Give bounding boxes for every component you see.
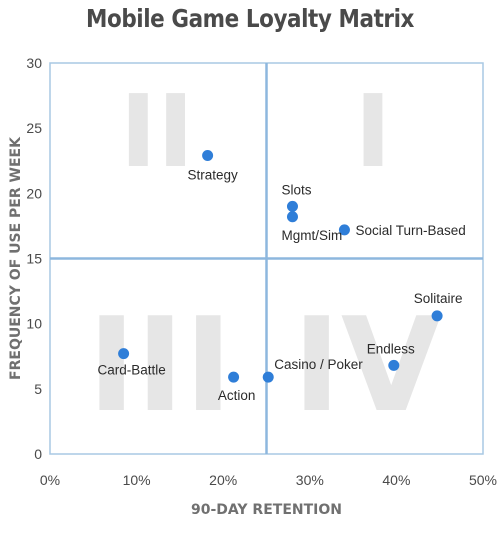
point-card-battle (118, 348, 130, 360)
y-tick-label: 5 (34, 381, 42, 397)
y-tick-label: 15 (26, 251, 42, 267)
point-label-action: Action (218, 388, 256, 403)
chart-title: Mobile Game Loyalty Matrix (86, 4, 414, 33)
point-label-casino-poker: Casino / Poker (274, 357, 363, 372)
point-mgmt-sim (286, 211, 298, 223)
point-casino-poker (262, 371, 274, 383)
x-axis-title: 90-DAY RETENTION (191, 502, 342, 518)
y-tick-label: 20 (26, 185, 42, 201)
x-axis-ticks: 0% 10% 20% 30% 40% 50% (40, 472, 497, 488)
point-action (228, 371, 240, 383)
y-tick-label: 30 (26, 55, 42, 71)
point-label-card-battle: Card-Battle (97, 363, 165, 378)
y-tick-label: 10 (26, 316, 42, 332)
x-tick-label: 40% (382, 472, 410, 488)
point-social-turn-based (338, 224, 350, 236)
point-label-endless: Endless (367, 341, 415, 356)
data-points (118, 150, 443, 383)
quadrant-label-iv: IV (293, 289, 442, 441)
x-tick-label: 20% (209, 472, 237, 488)
y-axis-title: FREQUENCY OF USE PER WEEK (8, 136, 24, 380)
x-tick-label: 30% (296, 472, 324, 488)
point-label-social-turn-based: Social Turn-Based (355, 223, 465, 238)
y-tick-label: 25 (26, 120, 42, 136)
point-endless (388, 359, 400, 371)
quadrant-label-iii: III (87, 289, 232, 441)
point-label-slots: Slots (281, 182, 311, 197)
point-label-mgmt-sim: Mgmt/Sim (281, 228, 342, 243)
y-tick-label: 0 (34, 446, 42, 462)
point-label-strategy: Strategy (187, 168, 238, 183)
y-axis-ticks: 0 5 10 15 20 25 30 (26, 55, 42, 462)
point-labels: Strategy Slots Mgmt/Sim Social Turn-Based So… (97, 168, 465, 404)
x-tick-label: 10% (123, 472, 151, 488)
x-tick-label: 50% (469, 472, 497, 488)
point-strategy (202, 150, 214, 162)
quadrant-label-ii: II (120, 73, 194, 190)
point-solitaire (431, 310, 443, 322)
point-label-solitaire: Solitaire (414, 291, 463, 306)
quadrant-label-i: I (354, 73, 391, 190)
x-tick-label: 0% (40, 472, 60, 488)
point-slots (286, 200, 298, 212)
